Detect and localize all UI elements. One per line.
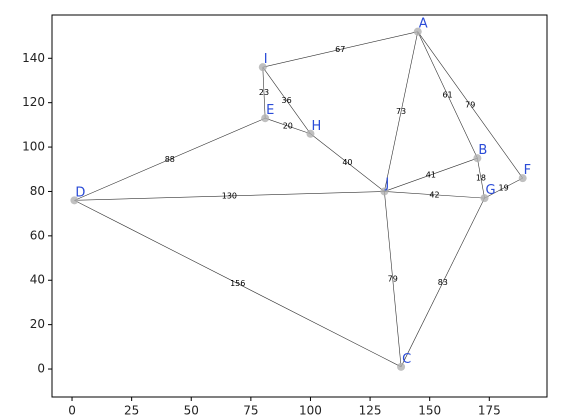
edge-weight: 19 (499, 184, 509, 193)
node (306, 129, 315, 138)
edge (384, 191, 485, 199)
x-tick-label: 175 (478, 404, 501, 415)
x-tick-label: 50 (184, 404, 199, 415)
y-tick-label: 40 (30, 273, 45, 287)
node-label: F (524, 163, 531, 178)
node (413, 27, 422, 36)
node-label: A (419, 17, 428, 32)
edge-weight: 61 (442, 90, 452, 99)
axes-frame (51, 14, 548, 398)
y-tick-label: 140 (22, 51, 45, 65)
edge-weight: 83 (438, 278, 448, 287)
edge (417, 31, 523, 179)
node-label: I (264, 52, 268, 67)
edge (400, 197, 485, 367)
y-tick-label: 20 (30, 317, 45, 331)
y-tick-label: 80 (30, 184, 45, 198)
y-tick-label: 0 (37, 362, 45, 376)
node-label: H (311, 119, 321, 134)
edge (74, 117, 266, 201)
edge-weight: 67 (335, 45, 345, 54)
node (261, 114, 270, 123)
edge (384, 31, 419, 192)
edge-weight: 73 (396, 107, 406, 116)
edge-weight: 42 (429, 190, 439, 199)
edge (417, 31, 478, 159)
edge-weight: 79 (465, 100, 475, 109)
edge (477, 158, 485, 199)
edge (265, 117, 311, 135)
node-label: J (384, 176, 389, 191)
x-tick-label: 125 (359, 404, 382, 415)
y-tick-label: 100 (22, 140, 45, 154)
node (473, 154, 482, 163)
edge-weight: 88 (165, 155, 175, 164)
x-tick-label: 150 (418, 404, 441, 415)
edge-weight: 130 (222, 191, 237, 200)
node-label: E (266, 103, 274, 118)
edge (384, 157, 478, 192)
x-tick-label: 0 (68, 404, 76, 415)
x-tick-label: 100 (299, 404, 322, 415)
edge-weight: 36 (282, 96, 292, 105)
edge (262, 67, 266, 119)
edge-weight: 18 (476, 174, 486, 183)
node (397, 362, 406, 371)
x-tick-label: 25 (124, 404, 139, 415)
edge (262, 66, 311, 134)
node (380, 187, 389, 196)
x-tick-label: 75 (243, 404, 258, 415)
edge (74, 191, 385, 201)
edge-weight: 40 (342, 158, 352, 167)
edge (384, 191, 402, 367)
node (480, 194, 489, 203)
node-label: C (402, 352, 411, 367)
edge-weight: 41 (426, 170, 436, 179)
edge-weight: 79 (388, 275, 398, 284)
edge (74, 200, 402, 368)
node-label: D (75, 185, 85, 200)
node-label: G (486, 183, 496, 198)
edge-weight: 156 (230, 279, 245, 288)
y-tick-label: 120 (22, 95, 45, 109)
edge-weight: 23 (259, 88, 269, 97)
edge-weight: 20 (283, 121, 293, 130)
node (70, 196, 79, 205)
edge (484, 177, 523, 199)
edge (262, 31, 418, 68)
y-tick-label: 60 (30, 228, 45, 242)
edge (310, 133, 385, 192)
node-label: B (478, 143, 487, 158)
node (518, 174, 527, 183)
node (258, 63, 267, 72)
